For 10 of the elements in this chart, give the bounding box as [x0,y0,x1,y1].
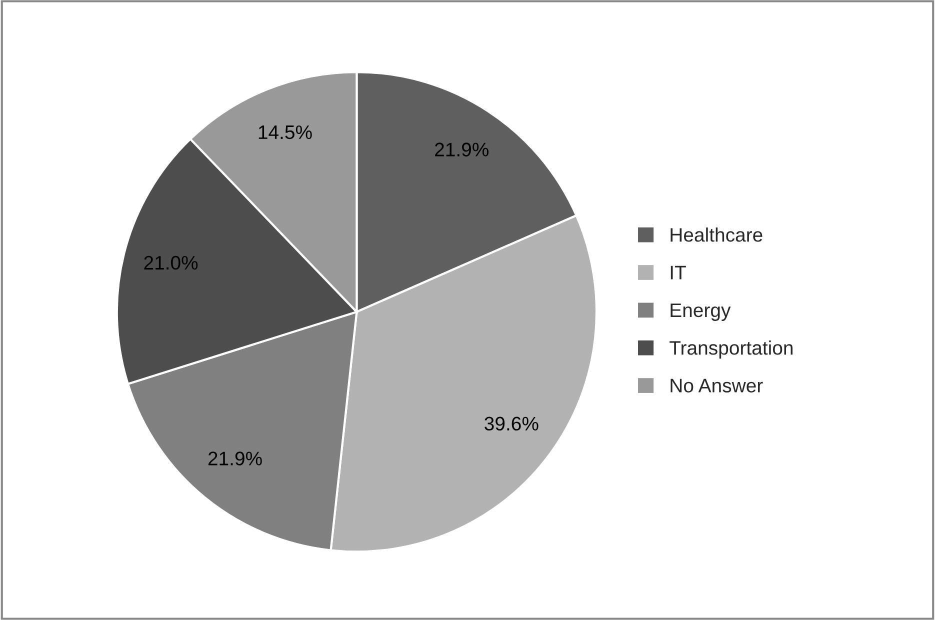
legend-label: No Answer [670,378,763,392]
data-label: 21.9% [208,452,262,466]
data-label: 21.9% [435,142,489,156]
data-label: 39.6% [484,416,538,431]
legend-label: IT [670,266,686,280]
data-label: 14.5% [258,125,312,140]
legend-label: Healthcare [670,228,762,242]
data-label: 21.0% [144,256,198,270]
legend-label: Transportation [670,340,793,359]
legend-label: Energy [670,304,731,321]
